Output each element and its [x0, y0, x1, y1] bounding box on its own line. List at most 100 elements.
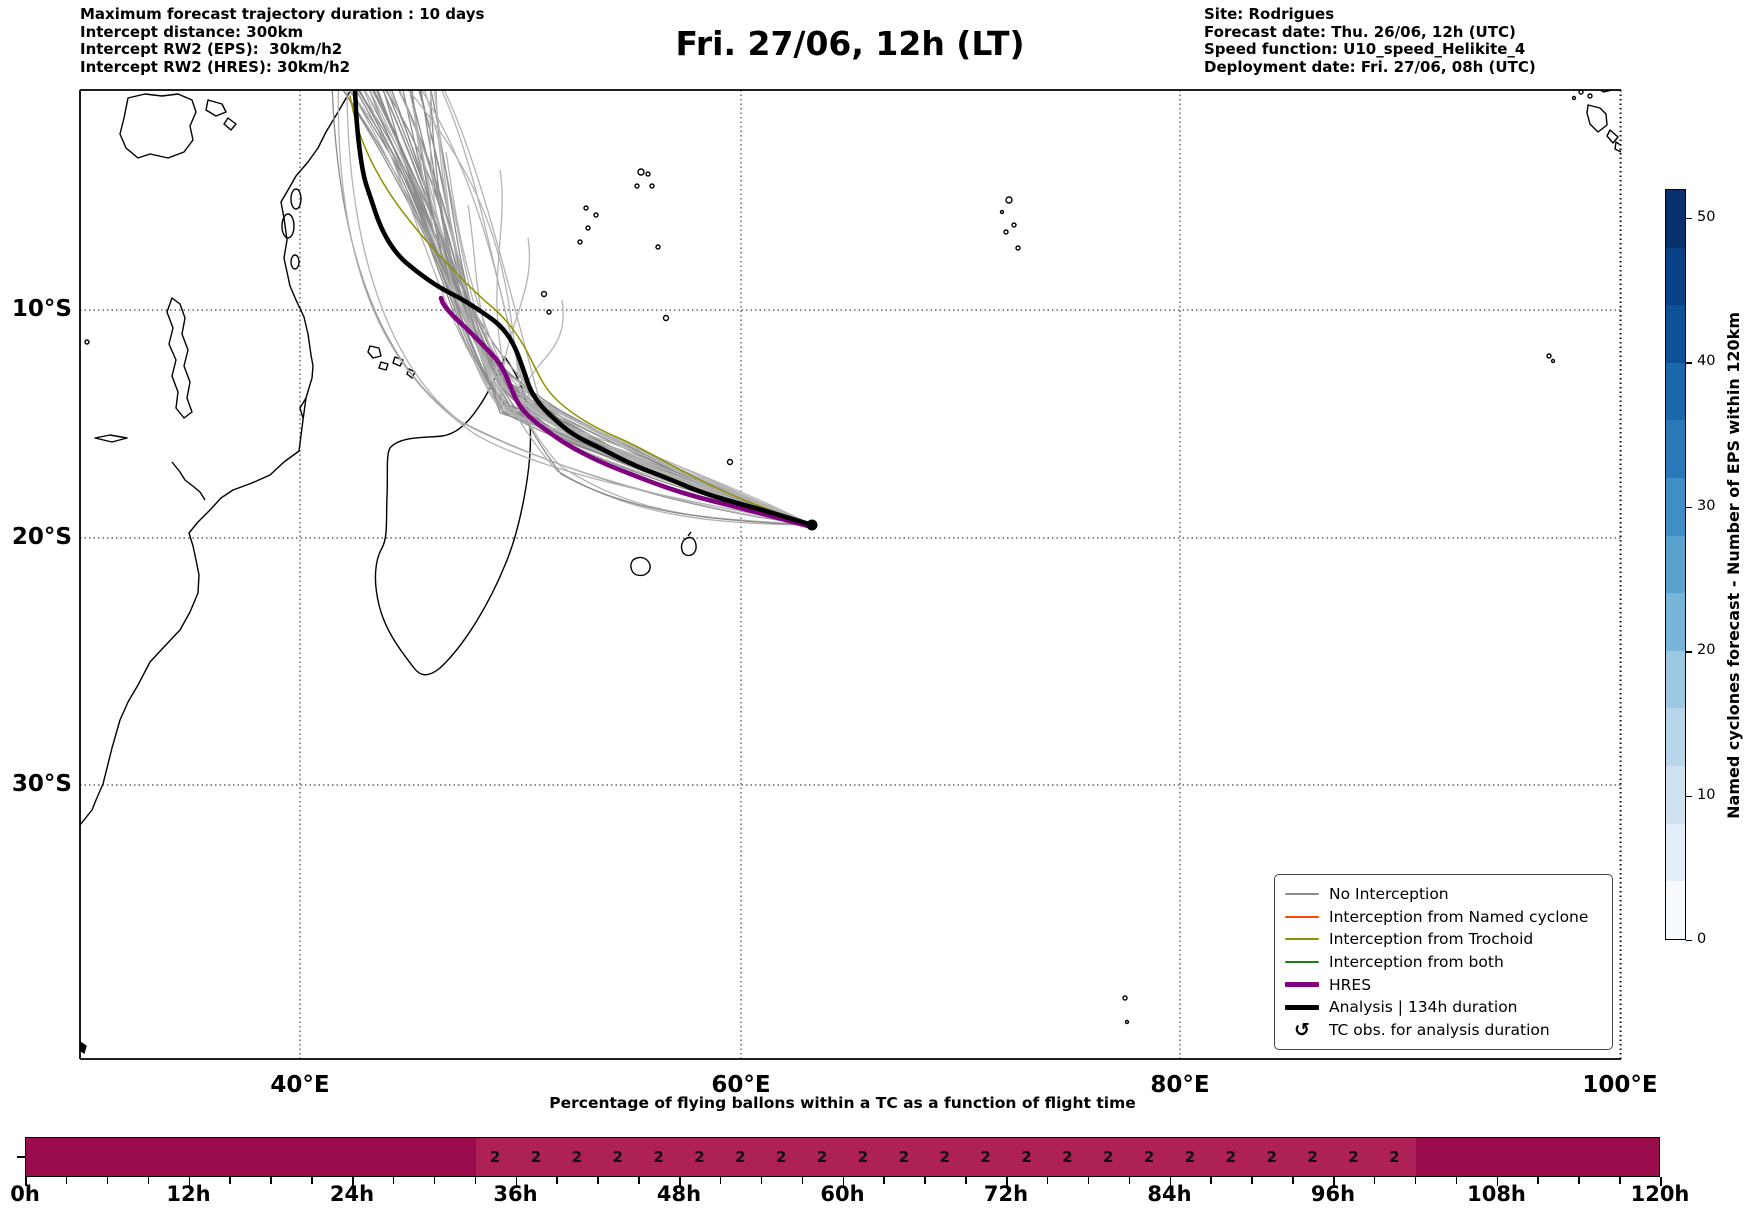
legend-line-sample [1285, 893, 1319, 896]
time-axis-label: 72h [983, 1182, 1029, 1206]
lat-tick-label: 20°S [11, 524, 72, 550]
time-axis-tick [719, 1177, 722, 1184]
legend-line-sample [1285, 961, 1319, 963]
ensemble-member [355, 90, 813, 526]
site-info-line: Site: Rodrigues [1204, 5, 1335, 23]
time-axis-label: 48h [656, 1182, 702, 1206]
ensemble-member-south [371, 90, 813, 526]
percent-value-label: 2 [857, 1148, 869, 1166]
colorbar-segment [1666, 420, 1685, 479]
legend-item: Analysis | 134h duration [1281, 996, 1606, 1019]
colorbar-tick [1686, 506, 1692, 509]
colorbar-segment [1666, 823, 1685, 882]
legend-item: Interception from both [1281, 951, 1606, 974]
time-axis-tick [1373, 1177, 1376, 1184]
colorbar-tick-label: 0 [1697, 931, 1707, 947]
lon-tick-label: 40°E [270, 1072, 330, 1098]
legend-item: No Interception [1281, 883, 1606, 906]
colorbar-segment [1666, 766, 1685, 824]
time-axis-tick [1537, 1177, 1539, 1184]
colorbar-segment [1666, 708, 1685, 767]
colorbar-segment [1666, 362, 1685, 421]
run-parameter-line: Intercept RW2 (HRES): 30km/h2 [80, 57, 351, 76]
time-axis-tick [188, 1177, 190, 1186]
run-parameter-line: Maximum forecast trajectory duration : 1… [80, 5, 485, 23]
percent-value-label: 2 [1184, 1148, 1196, 1166]
time-axis-tick [1660, 1177, 1662, 1186]
sumatra-islands [1586, 104, 1608, 133]
site-info-line: Speed function: U10_speed_Helikite_4 [1204, 40, 1526, 59]
percent-value-label: 2 [1143, 1148, 1155, 1166]
ensemble-member [342, 90, 813, 526]
time-axis-tick [1087, 1177, 1090, 1184]
time-axis-tick [679, 1177, 681, 1186]
percent-value-label: 2 [571, 1148, 583, 1166]
time-axis-tick [1292, 1177, 1294, 1184]
ensemble-member [342, 90, 813, 526]
colorbar-segment [1666, 593, 1685, 651]
percent-value-label: 2 [530, 1148, 542, 1166]
time-axis-label: 120h [1630, 1182, 1690, 1206]
percent-value-label: 2 [1021, 1148, 1032, 1166]
colorbar-tick-label: 40 [1697, 353, 1716, 370]
time-axis-tick [392, 1177, 395, 1184]
trajectory-ensemble [331, 90, 815, 530]
lat-tick-label: 30°S [11, 771, 72, 797]
legend-item-label: Interception from both [1329, 953, 1504, 971]
time-axis-tick [842, 1177, 844, 1186]
map-legend: No Interception Interception from Named c… [1274, 874, 1613, 1050]
colorbar-segment [1666, 535, 1685, 594]
time-axis-tick [1251, 1177, 1253, 1184]
time-axis-tick [965, 1177, 967, 1184]
legend-item-label: TC obs. for analysis duration [1329, 1020, 1550, 1039]
colorbar-segment [1666, 305, 1685, 363]
time-axis-tick [801, 1177, 804, 1184]
colorbar-tick [1686, 940, 1692, 942]
time-axis-tick [1619, 1177, 1621, 1184]
colorbar-label: Named cyclones forecast - Number of EPS … [1723, 311, 1743, 819]
time-axis-tick [1046, 1177, 1049, 1184]
legend-item: HRES [1281, 973, 1606, 996]
time-axis-tick [1210, 1177, 1212, 1184]
time-axis-label: 60h [820, 1182, 865, 1206]
colorbar-tick-label: 50 [1697, 208, 1716, 225]
time-axis-tick [229, 1177, 231, 1184]
time-axis-label: 24h [329, 1182, 375, 1206]
trochoid-trajectory [349, 95, 813, 526]
percent-value-label: 2 [1266, 1148, 1277, 1166]
percent-value-label: 2 [1389, 1148, 1400, 1166]
legend-line-sample [1285, 1004, 1319, 1010]
run-parameter-line: Intercept distance: 300km [80, 22, 304, 41]
ensemble-member-west [346, 90, 813, 526]
ensemble-member-west [337, 90, 813, 526]
time-axis-tick [883, 1177, 885, 1184]
ensemble-member-south [350, 90, 813, 526]
time-axis-tick [1333, 1177, 1335, 1186]
ensemble-member-short [521, 299, 813, 526]
ensemble-member-short [467, 204, 813, 526]
launch-site-marker [806, 519, 818, 531]
time-axis-tick [352, 1177, 354, 1186]
colorbar-tick [1686, 651, 1692, 653]
percent-value-label: 2 [1348, 1148, 1359, 1166]
percent-value-label: 2 [816, 1148, 828, 1166]
time-axis-label: 36h [493, 1182, 538, 1206]
time-axis-tick [1169, 1177, 1171, 1186]
colorbar-tick-label: 20 [1697, 642, 1716, 659]
run-parameter-line: Intercept RW2 (EPS): 30km/h2 [80, 40, 343, 59]
time-axis-tick [1128, 1177, 1131, 1184]
map-frame [79, 89, 1622, 1060]
time-axis-tick [25, 1177, 27, 1186]
percent-value-label: 2 [898, 1148, 910, 1166]
time-axis-tick [1578, 1177, 1580, 1184]
percent-value-label: 2 [1307, 1148, 1318, 1166]
lon-tick-label: 60°E [711, 1072, 771, 1098]
time-axis-tick [515, 1177, 517, 1186]
ensemble-member-east [421, 90, 813, 526]
colorbar-segment [1666, 650, 1685, 709]
percent-value-label: 2 [1062, 1148, 1073, 1166]
site-info-line: Forecast date: Thu. 26/06, 12h (UTC) [1204, 22, 1516, 41]
percent-value-label: 2 [735, 1148, 746, 1166]
percent-value-label: 2 [653, 1148, 664, 1166]
